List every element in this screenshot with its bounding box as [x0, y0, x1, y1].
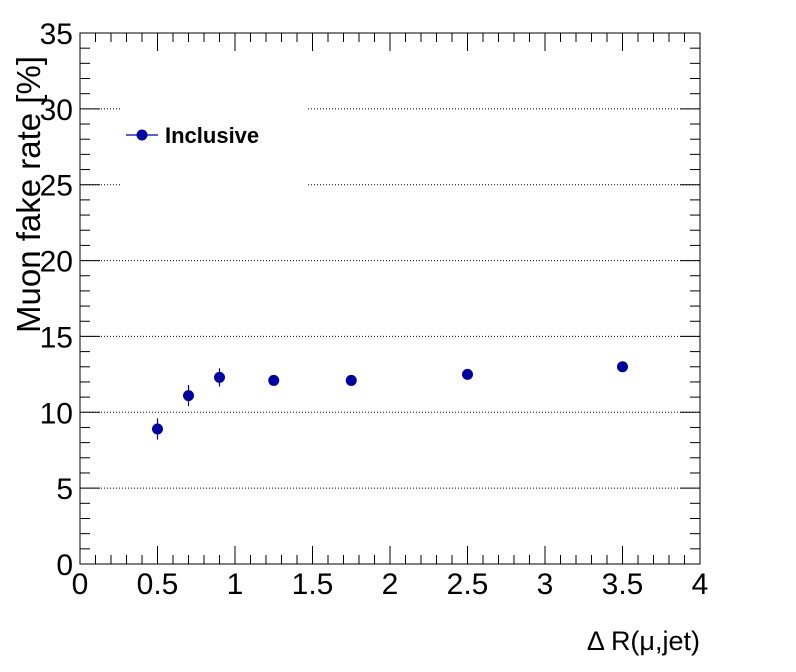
data-point: [214, 371, 225, 383]
x-tick-label: 0: [72, 568, 89, 601]
y-tick-label: 10: [40, 397, 73, 430]
data-point: [617, 361, 628, 373]
y-tick-label: 30: [40, 94, 73, 127]
x-tick-label: 3: [537, 568, 554, 601]
x-axis-title: Δ R(μ,jet): [587, 626, 700, 656]
x-tick-label: 2.5: [447, 568, 489, 601]
data-point: [462, 368, 473, 380]
x-tick-label: 2: [382, 568, 399, 601]
y-tick-label: 20: [40, 246, 73, 279]
legend-marker: [136, 129, 148, 141]
legend: Inclusive: [126, 123, 259, 148]
x-tick-label: 4: [692, 568, 709, 601]
grid-lines: [80, 108, 700, 489]
data-point: [345, 374, 357, 386]
data-point: [268, 374, 280, 386]
x-tick-label: 0.5: [137, 568, 179, 601]
data-point: [152, 423, 163, 435]
tick-labels: 0 0.5 1 1.5 2 2.5 3 3.5 4 0 5 10 15 20 25 30 35: [40, 18, 709, 601]
y-tick-label: 25: [40, 170, 73, 203]
legend-background: [120, 95, 306, 195]
y-tick-label: 15: [40, 321, 73, 354]
legend-label-inclusive: Inclusive: [165, 123, 259, 148]
y-tick-label: 35: [40, 18, 73, 51]
data-point: [183, 390, 194, 402]
x-tick-label: 3.5: [602, 568, 644, 601]
x-tick-label: 1: [227, 568, 244, 601]
y-tick-label: 5: [56, 473, 73, 506]
data-points: [152, 361, 628, 440]
x-tick-label: 1.5: [292, 568, 334, 601]
y-axis-title: Muon fake rate [%]: [10, 56, 47, 333]
y-tick-label: 0: [56, 549, 73, 582]
tick-marks: [79, 32, 701, 565]
